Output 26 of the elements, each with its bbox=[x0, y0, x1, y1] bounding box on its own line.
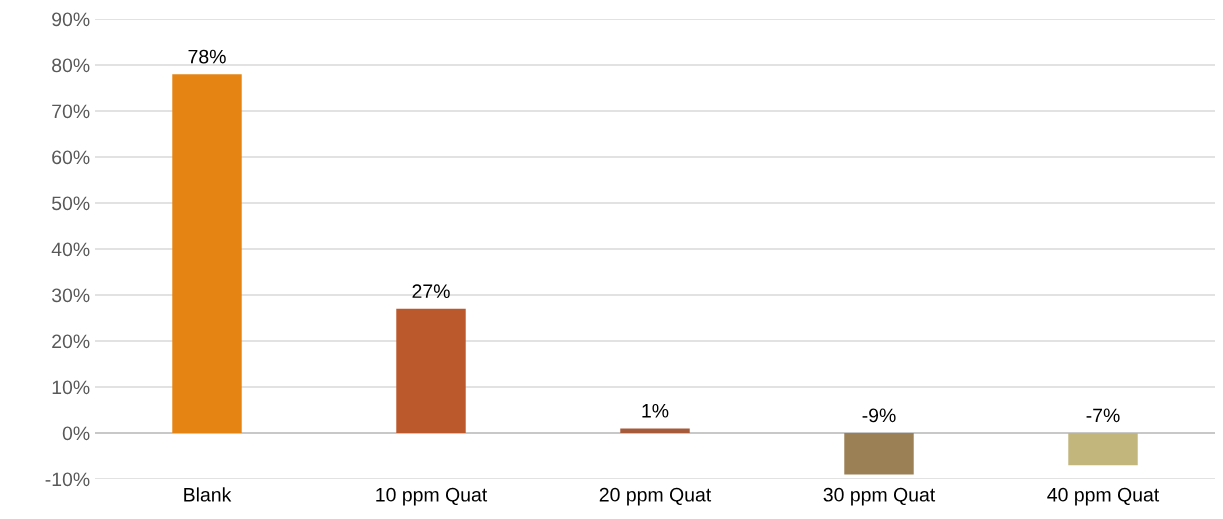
y-tick-label: 10% bbox=[52, 380, 90, 395]
y-tick-label: 90% bbox=[52, 12, 90, 27]
x-tick-label: 30 ppm Quat bbox=[823, 487, 936, 506]
bar bbox=[396, 308, 466, 433]
x-tick-label: 10 ppm Quat bbox=[376, 487, 488, 506]
y-tick-label: 60% bbox=[52, 150, 90, 165]
y-tick-label: -10% bbox=[45, 472, 90, 487]
bar bbox=[1068, 433, 1138, 466]
y-tick-label: 80% bbox=[52, 58, 90, 73]
y-tick-label: 30% bbox=[51, 288, 90, 303]
y-tick-label: 70% bbox=[52, 104, 90, 119]
data-label: 1% bbox=[642, 403, 669, 418]
x-tick-label: 40 ppm Quat bbox=[1047, 487, 1160, 506]
bar bbox=[844, 433, 914, 475]
data-label: -9% bbox=[862, 408, 896, 423]
y-tick-label: 0% bbox=[62, 426, 90, 441]
data-label: -7% bbox=[1086, 408, 1120, 423]
x-tick-label: 20 ppm Quat bbox=[599, 487, 712, 506]
bar bbox=[172, 74, 242, 433]
data-label: 78% bbox=[188, 49, 226, 64]
y-tick-label: 40% bbox=[51, 242, 90, 257]
y-tick-label: 20% bbox=[52, 334, 90, 349]
bar bbox=[620, 428, 690, 433]
y-tick-label: 50% bbox=[52, 196, 90, 211]
x-tick-label: Blank bbox=[184, 487, 232, 502]
data-label: 27% bbox=[412, 284, 450, 298]
